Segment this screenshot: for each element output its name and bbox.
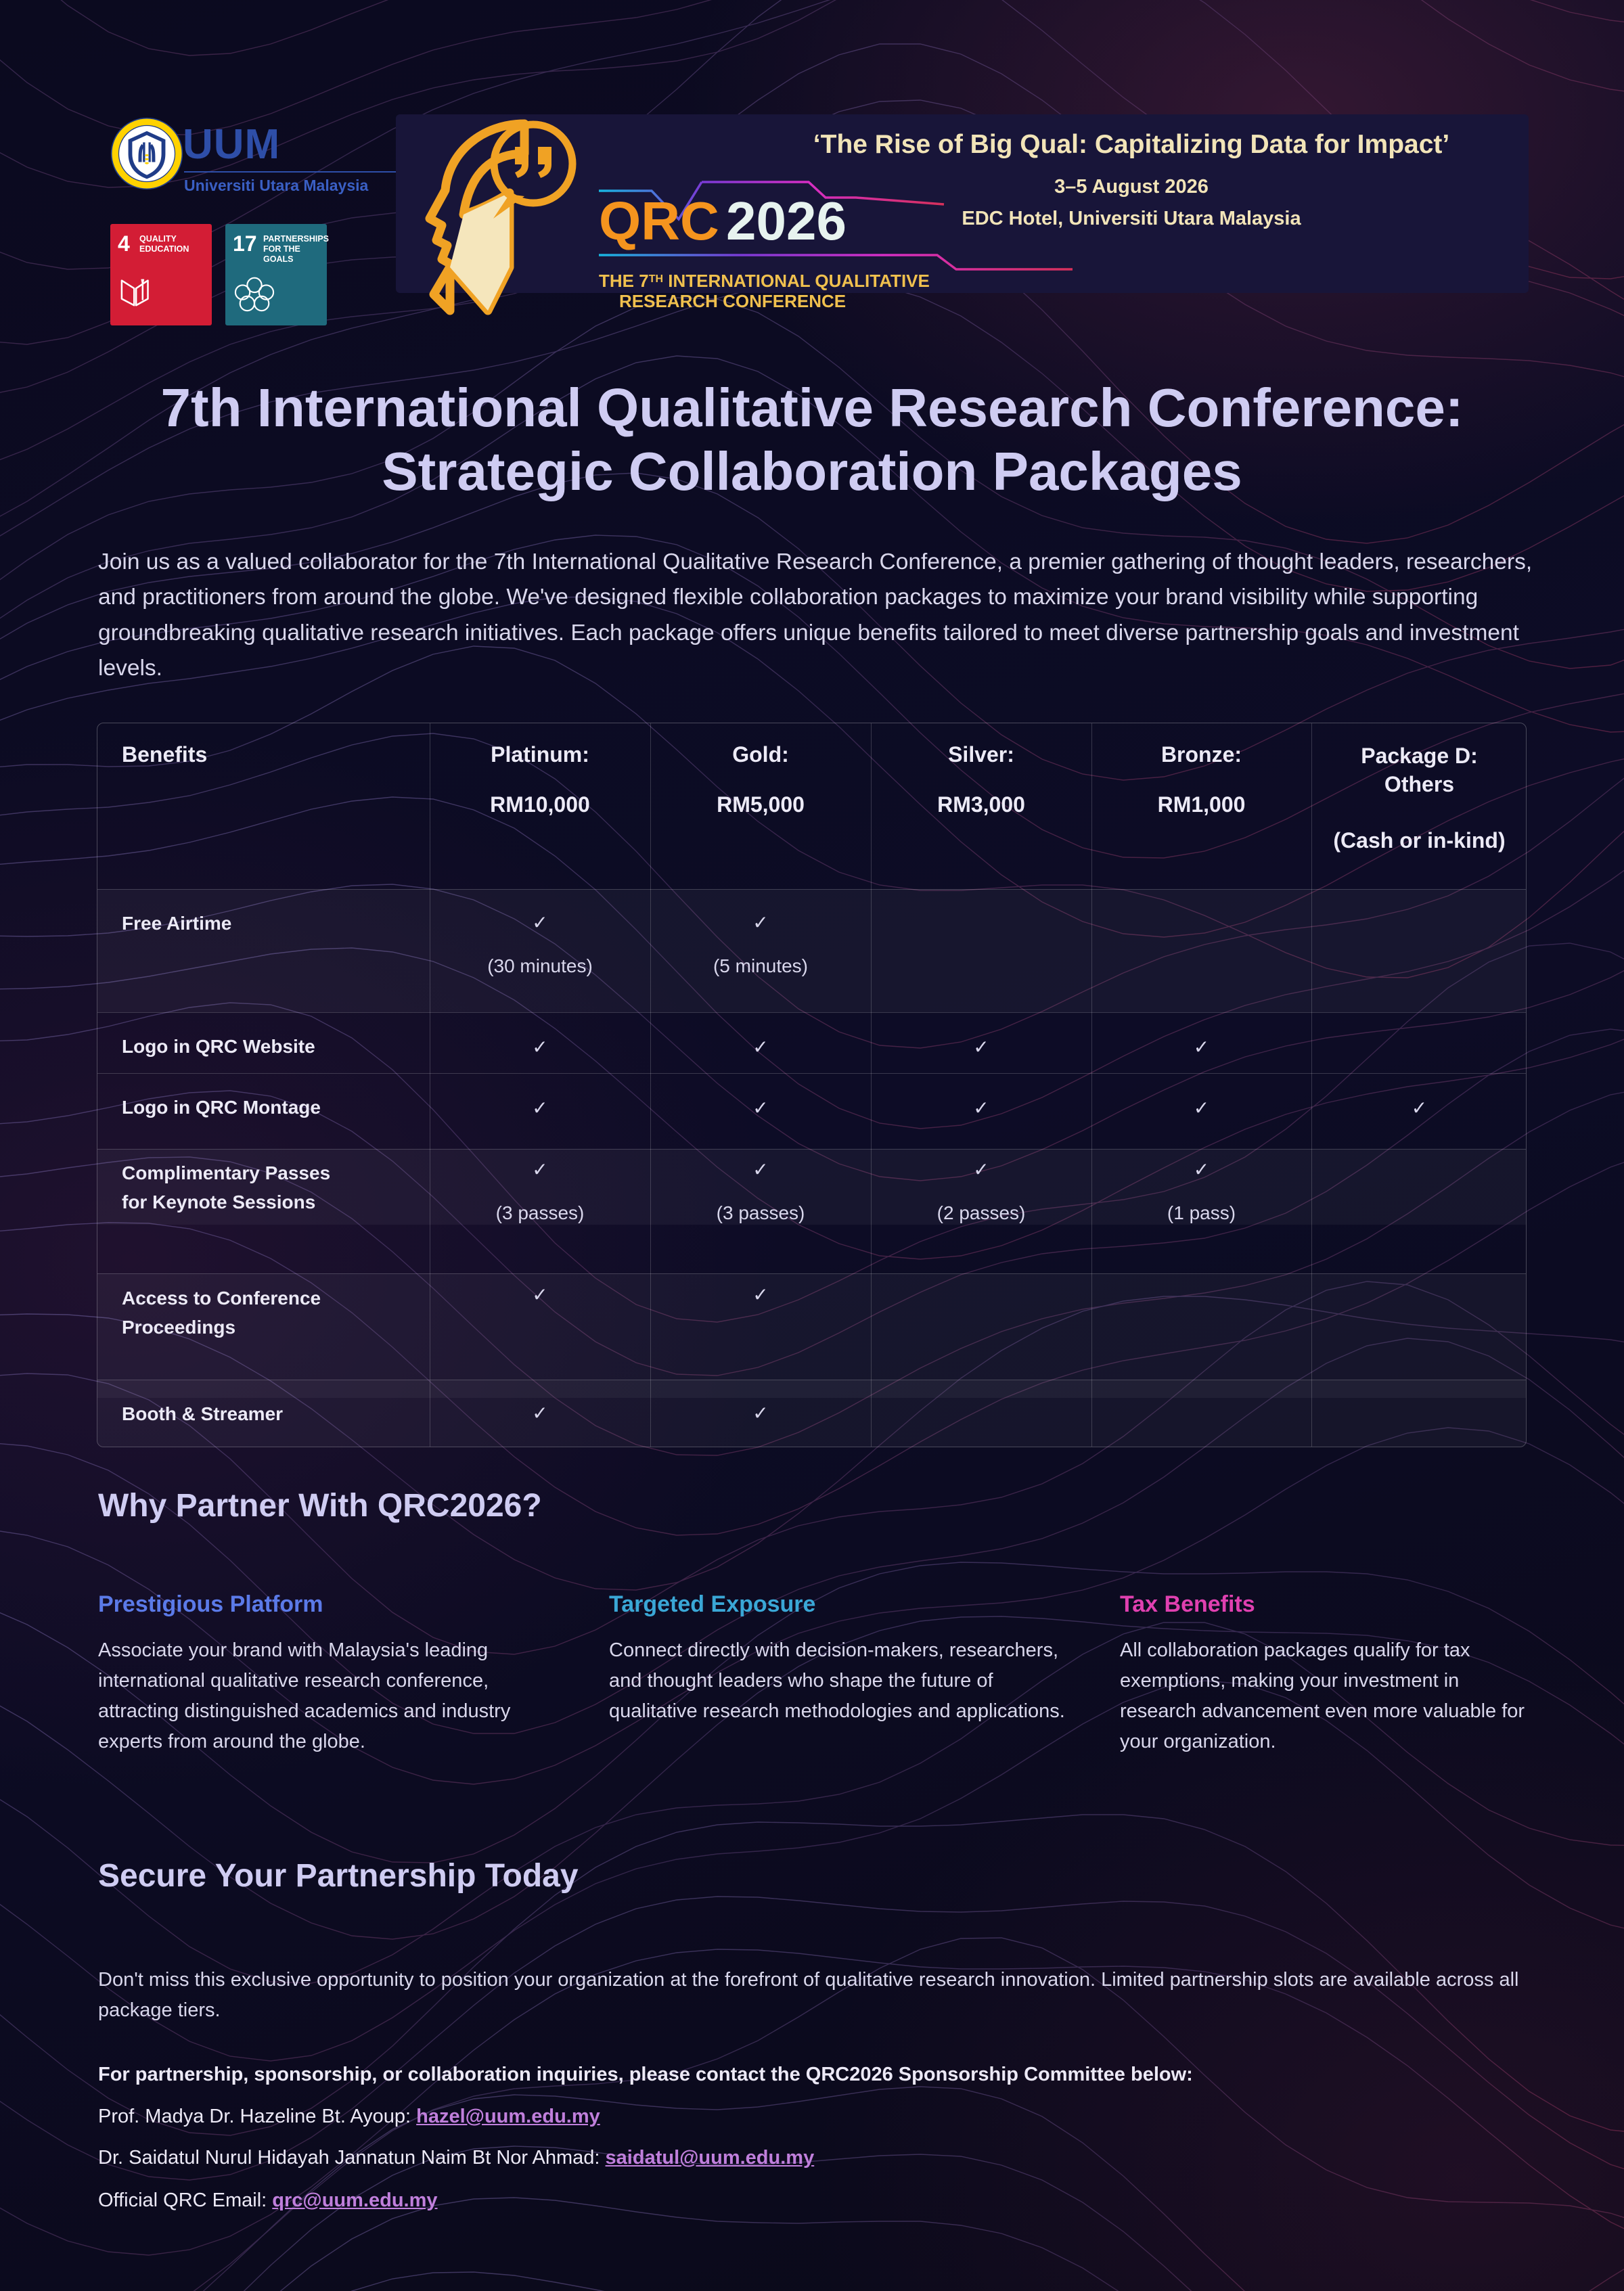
- svg-text:THE 7TH INTERNATIONAL QUALITAT: THE 7TH INTERNATIONAL QUALITATIVE: [599, 271, 930, 291]
- svg-text:RESEARCH CONFERENCE: RESEARCH CONFERENCE: [619, 291, 846, 311]
- svg-text:QRC: QRC: [599, 191, 719, 251]
